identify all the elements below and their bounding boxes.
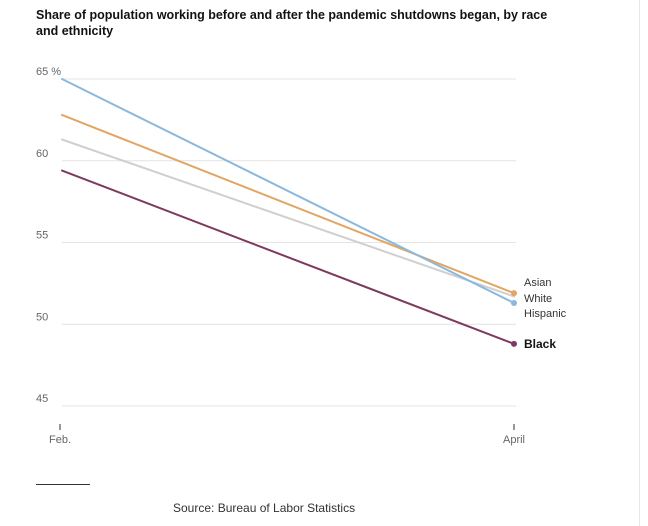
- series-end-point-asian: [511, 290, 517, 297]
- chart-title: Share of population working before and a…: [36, 8, 548, 38]
- x-tick-label: April: [503, 434, 525, 446]
- y-tick-label: 60: [36, 148, 48, 160]
- y-tick-label: 50: [36, 311, 48, 323]
- frame-divider: [639, 0, 640, 526]
- y-tick-label: 45: [36, 393, 48, 405]
- series-line-black: [61, 169, 515, 345]
- series-line-asian: [61, 113, 515, 295]
- series-label-white: White: [524, 293, 552, 305]
- series-label-hispanic: Hispanic: [524, 308, 567, 320]
- series-line-white: [61, 78, 515, 304]
- series-line-hispanic: [61, 138, 515, 298]
- series-end-point-white: [511, 299, 517, 306]
- source-note: Source: Bureau of Labor Statistics: [173, 501, 356, 515]
- series-end-point-black: [511, 340, 517, 347]
- x-tick-label: Feb.: [49, 434, 71, 446]
- y-tick-label: 65 %: [36, 66, 61, 78]
- y-tick-label: 55: [36, 230, 48, 242]
- series-label-black: Black: [524, 337, 556, 351]
- series-label-asian: Asian: [524, 277, 552, 289]
- source-divider: [36, 484, 90, 485]
